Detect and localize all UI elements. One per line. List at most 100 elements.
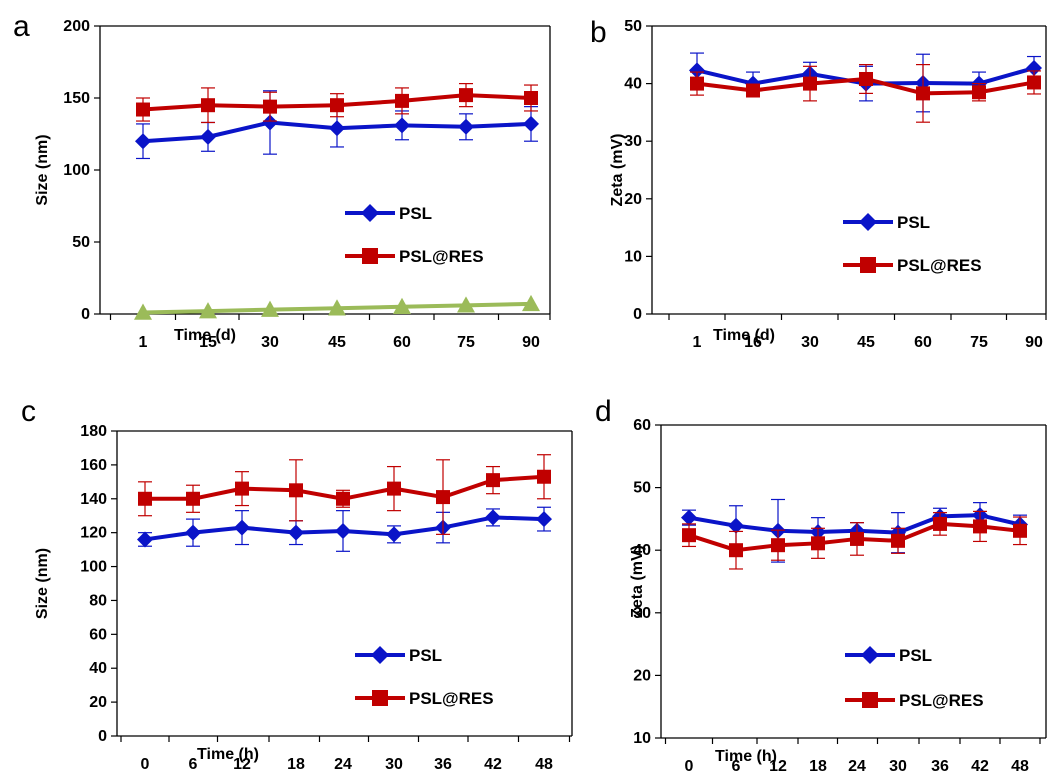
x-tick-label: 6: [189, 756, 198, 773]
y-tick-label: 10: [624, 248, 642, 265]
x-tick-label: 18: [287, 756, 305, 773]
y-tick-label: 150: [63, 90, 90, 107]
panel-letter: b: [590, 16, 607, 49]
legend-label: PSL: [409, 646, 442, 665]
data-point: [393, 297, 411, 314]
x-tick-label: 60: [393, 334, 411, 351]
y-tick-label: 140: [80, 491, 107, 508]
panel-b-chart: b 0 10 20 30 40 50 1 16 30 45 60 75 90 Time (d) Zeta (m…: [590, 16, 1047, 351]
data-point: [328, 299, 346, 316]
data-point: [185, 524, 201, 541]
data-point: [436, 490, 450, 505]
y-axis-title: Size (nm): [34, 134, 51, 205]
legend-marker: [361, 204, 379, 222]
data-point: [850, 531, 864, 546]
x-tick-label: 6: [732, 758, 741, 775]
series-psl-res: [690, 63, 1041, 123]
x-axis-title: Time (d): [174, 327, 236, 344]
data-point: [803, 76, 817, 91]
x-tick-label: 42: [484, 756, 502, 773]
y-tick-label: 20: [89, 694, 107, 711]
y-tick-label: 10: [633, 730, 651, 747]
data-point: [891, 533, 905, 548]
data-point: [522, 294, 540, 312]
data-point: [134, 303, 152, 320]
y-tick-label: 160: [80, 457, 107, 474]
data-point: [199, 302, 217, 319]
data-point: [933, 516, 947, 531]
x-tick-label: 90: [522, 334, 540, 351]
legend-entry: PSL@RES: [845, 691, 984, 710]
x-tick-label: 0: [685, 758, 694, 775]
legend-label: PSL: [899, 646, 932, 665]
y-tick-label: 60: [89, 626, 107, 643]
legend-entry: PSL@RES: [355, 689, 494, 708]
data-point: [386, 526, 402, 543]
legend-entry: PSL: [355, 646, 442, 665]
x-tick-label: 90: [1025, 334, 1043, 351]
x-tick-label: 30: [801, 334, 819, 351]
data-point: [387, 481, 401, 496]
panel-c-chart: c 0 20 40 60 80 100 120 140 160 180 0 6 12 18 24 30 36 42 4…: [21, 395, 573, 773]
series-psl-res: [136, 82, 538, 124]
legend-marker: [862, 692, 878, 708]
data-point: [1013, 523, 1027, 538]
data-point: [235, 481, 249, 496]
legend-entry: PSL@RES: [345, 247, 484, 266]
data-point: [336, 491, 350, 506]
data-point: [972, 85, 986, 100]
x-tick-label: 15: [199, 334, 217, 351]
y-tick-label: 40: [624, 76, 642, 93]
data-point: [916, 86, 930, 101]
series-psl: [137, 506, 552, 552]
data-point: [329, 120, 345, 137]
x-tick-label: 1: [139, 334, 148, 351]
data-point: [537, 469, 551, 484]
y-tick-label: 0: [81, 306, 90, 323]
data-point: [457, 296, 475, 313]
data-point: [523, 115, 539, 132]
x-tick-label: 45: [328, 334, 346, 351]
data-point: [458, 118, 474, 135]
y-tick-label: 100: [63, 162, 90, 179]
x-tick-label: 0: [141, 756, 150, 773]
legend-label: PSL@RES: [897, 256, 982, 275]
panel-letter: c: [21, 395, 36, 428]
x-tick-label: 30: [889, 758, 907, 775]
x-tick-label: 30: [385, 756, 403, 773]
y-tick-label: 50: [72, 234, 90, 251]
data-point: [201, 98, 215, 113]
legend-marker: [371, 646, 389, 664]
legend-marker: [861, 646, 879, 664]
data-point: [262, 114, 278, 131]
x-tick-label: 42: [971, 758, 989, 775]
data-point: [261, 300, 279, 317]
x-axis-title: Time (h): [197, 746, 259, 763]
y-tick-label: 80: [89, 592, 107, 609]
y-tick-label: 30: [633, 605, 651, 622]
data-point: [138, 491, 152, 506]
panel-letter: a: [13, 10, 30, 43]
data-point: [137, 531, 153, 548]
data-point: [690, 76, 704, 91]
data-point: [811, 536, 825, 551]
y-tick-label: 0: [633, 306, 642, 323]
data-point: [136, 102, 150, 117]
y-tick-label: 40: [633, 542, 651, 559]
y-axis-title: Size (nm): [34, 548, 51, 619]
legend-entry: PSL: [843, 213, 930, 232]
x-tick-label: 1: [693, 334, 702, 351]
data-point: [200, 128, 216, 145]
legend-entry: PSL: [345, 204, 432, 223]
x-tick-label: 24: [848, 758, 866, 775]
y-tick-label: 100: [80, 559, 107, 576]
y-tick-label: 120: [80, 525, 107, 542]
data-point: [288, 524, 304, 541]
data-point: [459, 88, 473, 103]
y-tick-label: 50: [633, 480, 651, 497]
y-axis-title: Zeta (mV): [609, 134, 626, 207]
x-tick-label: 24: [334, 756, 352, 773]
data-point: [1027, 75, 1041, 90]
data-point: [728, 517, 744, 534]
x-tick-label: 48: [535, 756, 553, 773]
